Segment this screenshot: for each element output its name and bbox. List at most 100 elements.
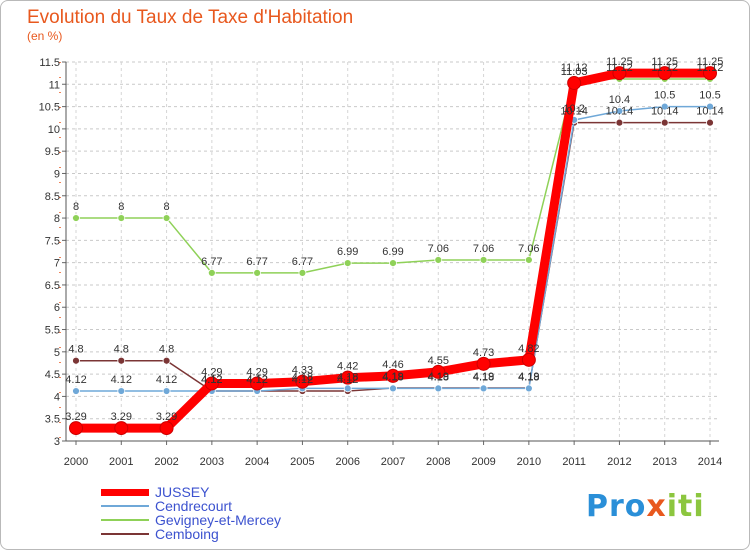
- x-tick-label: 2014: [698, 456, 722, 468]
- data-point: [72, 214, 80, 222]
- data-label: 3.29: [156, 411, 177, 423]
- data-label: 6.99: [382, 246, 403, 258]
- data-label: 4.18: [473, 371, 494, 383]
- data-point: [162, 356, 171, 365]
- legend-item-cemboing: Cemboing: [101, 527, 281, 541]
- data-label: 10.5: [654, 90, 675, 102]
- data-label: 11.12: [697, 62, 724, 74]
- chart-title: Evolution du Taux de Taxe d'Habitation: [27, 7, 354, 28]
- data-label: 4.18: [518, 371, 539, 383]
- data-label: 3.29: [111, 411, 132, 423]
- data-point: [389, 384, 397, 393]
- legend-item-cendrecourt: Cendrecourt: [101, 499, 281, 513]
- data-label: 11.12: [606, 62, 633, 74]
- data-label: 4.12: [65, 374, 86, 386]
- data-label: 4.12: [201, 374, 222, 386]
- y-tick-label: 7.5: [45, 235, 60, 247]
- data-label: 10.14: [606, 106, 634, 118]
- data-point: [343, 384, 352, 393]
- legend-swatch-cemboing: [101, 533, 149, 535]
- data-label: 10.4: [609, 94, 630, 106]
- data-label: 4.55: [428, 355, 449, 367]
- y-tick-label: 5.5: [45, 325, 60, 337]
- data-label: 4.8: [159, 344, 174, 356]
- legend: JUSSEY Cendrecourt Gevigney-et-Mercey Ce…: [101, 485, 281, 541]
- legend-label-jussey: JUSSEY: [155, 484, 210, 500]
- data-label: 6.77: [246, 256, 267, 268]
- data-point: [706, 102, 714, 111]
- data-point: [340, 370, 355, 385]
- data-label: 4.12: [337, 374, 358, 386]
- data-label: 11.25: [697, 56, 724, 68]
- data-point: [117, 387, 126, 395]
- data-label: 4.19: [518, 371, 539, 383]
- data-label: 4.33: [292, 365, 313, 377]
- data-label: 6.77: [201, 256, 222, 268]
- data-label: 10.14: [651, 106, 679, 118]
- x-tick-label: 2013: [652, 456, 676, 468]
- data-label: 4.82: [518, 343, 539, 355]
- data-point: [207, 269, 216, 277]
- data-point: [479, 256, 488, 264]
- data-point: [706, 118, 714, 127]
- legend-swatch-cendrecourt: [101, 505, 149, 507]
- data-point: [703, 66, 717, 81]
- data-point: [434, 256, 443, 264]
- data-point: [298, 269, 307, 277]
- y-tick-label: 6: [54, 302, 60, 314]
- data-point: [117, 214, 126, 222]
- data-point: [567, 75, 582, 90]
- data-point: [162, 214, 171, 222]
- legend-swatch-jussey: [101, 488, 149, 496]
- data-label: 11.03: [561, 66, 588, 78]
- data-label: 6.99: [337, 246, 358, 258]
- data-label: 8: [164, 201, 170, 213]
- data-label: 4.19: [473, 371, 494, 383]
- y-tick-label: 3.5: [45, 414, 60, 426]
- data-label: 10.2: [563, 103, 584, 115]
- data-label: 7.06: [518, 243, 539, 255]
- x-tick-label: 2000: [64, 456, 88, 468]
- data-point: [162, 387, 171, 395]
- y-tick-label: 3: [54, 436, 60, 448]
- data-point: [660, 102, 669, 111]
- y-tick-label: 10: [48, 124, 60, 136]
- x-tick-label: 2006: [335, 456, 359, 468]
- data-label: 4.8: [68, 344, 83, 356]
- x-tick-label: 2004: [245, 456, 269, 468]
- data-point: [615, 118, 624, 127]
- x-tick-label: 2012: [607, 456, 631, 468]
- data-label: 4.29: [201, 366, 222, 378]
- data-point: [250, 376, 265, 391]
- data-label: 4.18: [337, 371, 358, 383]
- x-tick-label: 2009: [471, 456, 495, 468]
- x-tick-label: 2011: [562, 456, 586, 468]
- data-label: 4.18: [428, 371, 449, 383]
- data-label: 10.14: [696, 106, 724, 118]
- proxiti-logo: Proxiti: [586, 489, 705, 524]
- data-point: [431, 364, 446, 379]
- data-label: 6.77: [292, 256, 313, 268]
- data-label: 4.46: [382, 359, 403, 371]
- data-label: 4.18: [382, 371, 403, 383]
- data-label: 4.12: [111, 374, 132, 386]
- data-label: 4.73: [473, 347, 494, 359]
- y-tick-label: 4: [54, 391, 60, 403]
- data-point: [612, 66, 627, 81]
- data-point: [253, 269, 262, 277]
- data-label: 4.12: [201, 374, 222, 386]
- data-point: [521, 352, 536, 367]
- data-point: [72, 387, 80, 395]
- x-tick-label: 2003: [200, 456, 224, 468]
- data-label: 10.5: [699, 90, 720, 102]
- data-label: 4.19: [428, 371, 449, 383]
- data-point: [204, 376, 219, 391]
- chart-subtitle: (en %): [27, 29, 63, 43]
- y-tick-label: 7: [54, 258, 60, 270]
- data-point: [615, 107, 624, 115]
- y-tick-label: 11.5: [39, 57, 60, 69]
- data-point: [343, 259, 352, 267]
- data-label: 10.14: [560, 106, 588, 118]
- data-point: [479, 384, 488, 393]
- data-point: [657, 66, 672, 81]
